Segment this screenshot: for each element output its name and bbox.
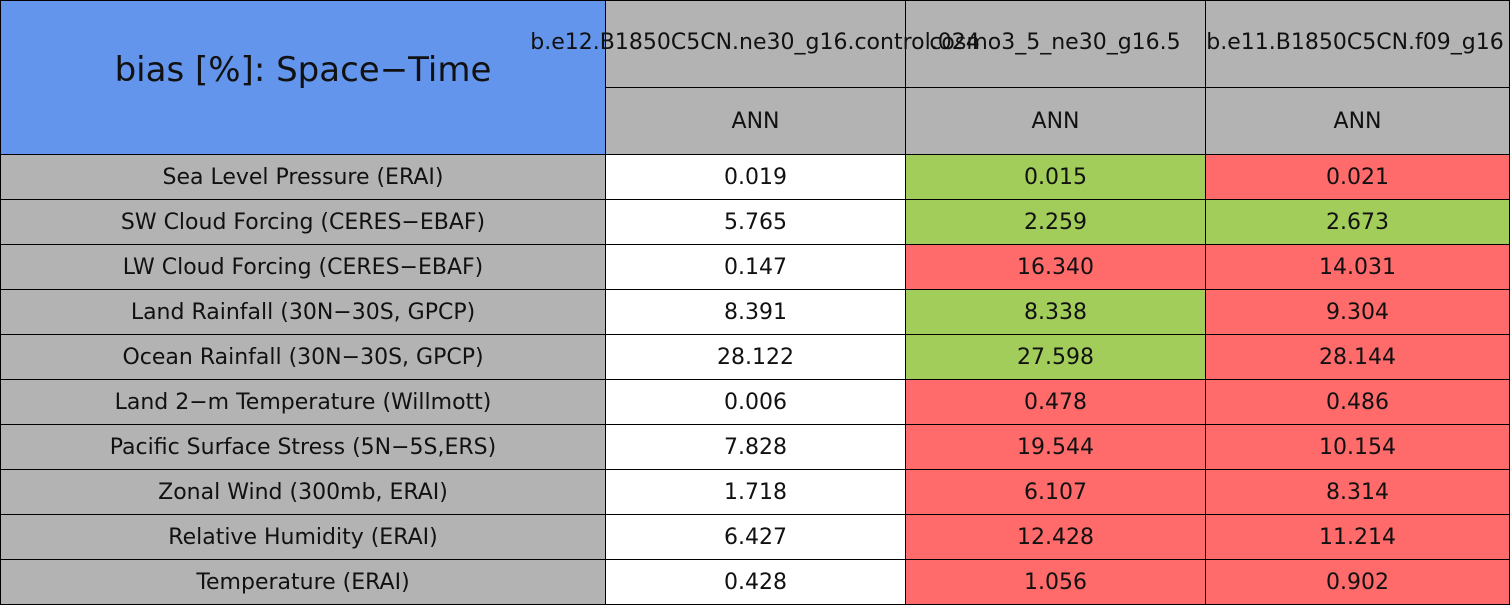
value-cell: 28.144 bbox=[1205, 334, 1510, 380]
value-cell: 19.544 bbox=[905, 424, 1206, 470]
value-cell: 0.147 bbox=[605, 244, 906, 290]
value-cell: 16.340 bbox=[905, 244, 1206, 290]
value-cell: 7.828 bbox=[605, 424, 906, 470]
period-header: ANN bbox=[905, 87, 1206, 155]
value-cell: 6.427 bbox=[605, 514, 906, 560]
row-label: Zonal Wind (300mb, ERAI) bbox=[0, 469, 606, 515]
column-header: b.e11.B1850C5CN.f09_g16 bbox=[1206, 30, 1504, 55]
row-label: Pacific Surface Stress (5N−5S,ERS) bbox=[0, 424, 606, 470]
value-cell: 0.006 bbox=[605, 379, 906, 425]
value-cell: 2.259 bbox=[905, 199, 1206, 245]
row-label: SW Cloud Forcing (CERES−EBAF) bbox=[0, 199, 606, 245]
header-cell bbox=[1205, 0, 1510, 88]
row-label: Temperature (ERAI) bbox=[0, 559, 606, 605]
value-cell: 6.107 bbox=[905, 469, 1206, 515]
period-header: ANN bbox=[605, 87, 906, 155]
value-cell: 5.765 bbox=[605, 199, 906, 245]
value-cell: 10.154 bbox=[1205, 424, 1510, 470]
value-cell: 0.019 bbox=[605, 154, 906, 200]
value-cell: 1.718 bbox=[605, 469, 906, 515]
value-cell: 14.031 bbox=[1205, 244, 1510, 290]
row-label: Land 2−m Temperature (Willmott) bbox=[0, 379, 606, 425]
value-cell: 0.486 bbox=[1205, 379, 1510, 425]
value-cell: 0.021 bbox=[1205, 154, 1510, 200]
column-header: b.e12.B1850C5CN.ne30_g16.control.024 bbox=[530, 30, 980, 55]
value-cell: 0.478 bbox=[905, 379, 1206, 425]
title-cell: bias [%]: Space−Time bbox=[0, 0, 606, 155]
value-cell: 8.314 bbox=[1205, 469, 1510, 515]
value-cell: 1.056 bbox=[905, 559, 1206, 605]
value-cell: 9.304 bbox=[1205, 289, 1510, 335]
row-label: LW Cloud Forcing (CERES−EBAF) bbox=[0, 244, 606, 290]
row-label: Ocean Rainfall (30N−30S, GPCP) bbox=[0, 334, 606, 380]
value-cell: 2.673 bbox=[1205, 199, 1510, 245]
row-label: Land Rainfall (30N−30S, GPCP) bbox=[0, 289, 606, 335]
value-cell: 12.428 bbox=[905, 514, 1206, 560]
value-cell: 8.391 bbox=[605, 289, 906, 335]
row-label: Sea Level Pressure (ERAI) bbox=[0, 154, 606, 200]
value-cell: 0.428 bbox=[605, 559, 906, 605]
period-header: ANN bbox=[1205, 87, 1510, 155]
value-cell: 28.122 bbox=[605, 334, 906, 380]
value-cell: 8.338 bbox=[905, 289, 1206, 335]
value-cell: 0.902 bbox=[1205, 559, 1510, 605]
column-header: cosmo3_5_ne30_g16.5 bbox=[929, 30, 1181, 55]
row-label: Relative Humidity (ERAI) bbox=[0, 514, 606, 560]
value-cell: 0.015 bbox=[905, 154, 1206, 200]
value-cell: 11.214 bbox=[1205, 514, 1510, 560]
value-cell: 27.598 bbox=[905, 334, 1206, 380]
